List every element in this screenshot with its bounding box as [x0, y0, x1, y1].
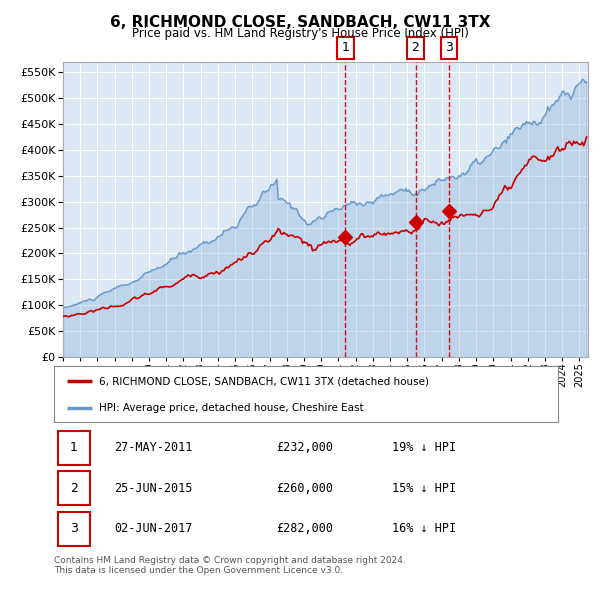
Text: Price paid vs. HM Land Registry's House Price Index (HPI): Price paid vs. HM Land Registry's House …	[131, 27, 469, 40]
Text: 2: 2	[412, 41, 419, 54]
Text: 19% ↓ HPI: 19% ↓ HPI	[392, 441, 456, 454]
Text: 1: 1	[70, 441, 78, 454]
Text: 16% ↓ HPI: 16% ↓ HPI	[392, 522, 456, 535]
Text: 15% ↓ HPI: 15% ↓ HPI	[392, 481, 456, 495]
Text: 1: 1	[341, 41, 349, 54]
Text: 02-JUN-2017: 02-JUN-2017	[115, 522, 193, 535]
Text: 27-MAY-2011: 27-MAY-2011	[115, 441, 193, 454]
Text: 2: 2	[70, 481, 78, 495]
Text: 25-JUN-2015: 25-JUN-2015	[115, 481, 193, 495]
Text: £260,000: £260,000	[276, 481, 333, 495]
Text: £232,000: £232,000	[276, 441, 333, 454]
Text: Contains HM Land Registry data © Crown copyright and database right 2024.
This d: Contains HM Land Registry data © Crown c…	[54, 556, 406, 575]
Text: 6, RICHMOND CLOSE, SANDBACH, CW11 3TX: 6, RICHMOND CLOSE, SANDBACH, CW11 3TX	[110, 15, 490, 30]
Text: £282,000: £282,000	[276, 522, 333, 535]
FancyBboxPatch shape	[58, 512, 90, 546]
FancyBboxPatch shape	[58, 431, 90, 465]
Text: 6, RICHMOND CLOSE, SANDBACH, CW11 3TX (detached house): 6, RICHMOND CLOSE, SANDBACH, CW11 3TX (d…	[100, 376, 430, 386]
Text: HPI: Average price, detached house, Cheshire East: HPI: Average price, detached house, Ches…	[100, 403, 364, 413]
FancyBboxPatch shape	[58, 471, 90, 506]
Text: 3: 3	[70, 522, 78, 535]
Text: 3: 3	[445, 41, 453, 54]
